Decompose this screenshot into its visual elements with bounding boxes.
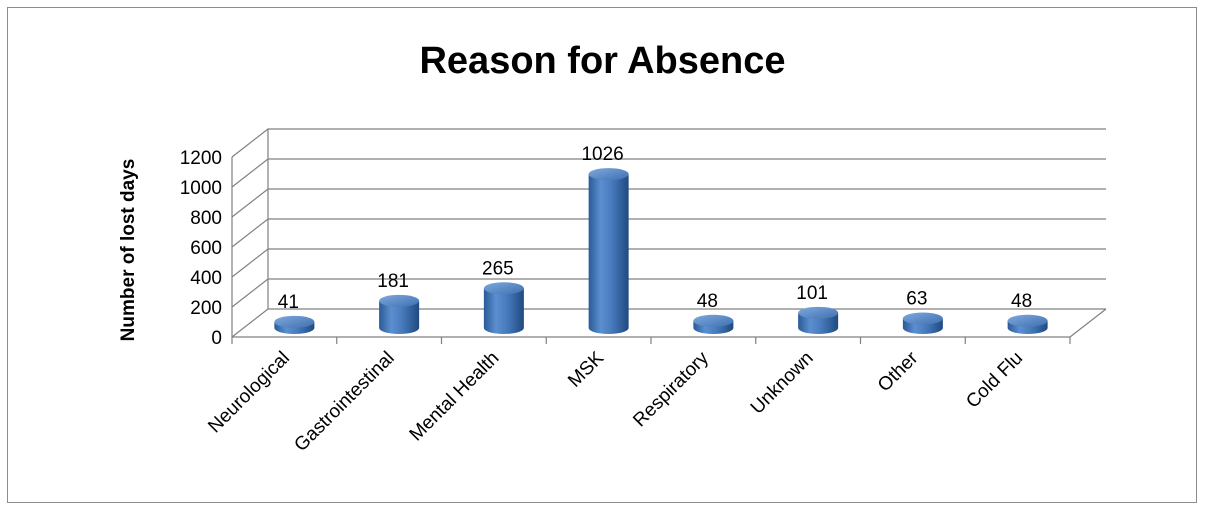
bar-top	[379, 294, 420, 307]
y-tick-label: 400	[190, 268, 222, 289]
x-tick-label: Mental Health	[406, 348, 504, 446]
gridline	[231, 188, 1106, 218]
x-tick-label: Cold Flu	[962, 348, 1027, 413]
y-tick-label: 800	[190, 208, 222, 229]
floor-edge	[1069, 308, 1107, 338]
y-tick-label: 1000	[180, 178, 222, 199]
bar-top	[274, 315, 315, 328]
bar	[798, 306, 839, 334]
bar-top	[483, 282, 524, 295]
bar	[588, 168, 629, 334]
data-label: 48	[1011, 291, 1032, 312]
x-tick-label: Gastrointestinal	[290, 348, 398, 456]
gridline	[231, 308, 1106, 338]
data-label: 265	[482, 258, 514, 279]
gridline	[231, 218, 1106, 248]
data-labels: 41 181 265 1026 48 101 63 48	[278, 144, 1032, 313]
gridlines	[231, 128, 1106, 338]
bar-body	[379, 300, 420, 334]
x-tick-label: Other	[874, 347, 923, 396]
bar	[483, 282, 524, 334]
bar-top	[588, 168, 629, 181]
bar	[902, 312, 943, 334]
data-label: 1026	[581, 144, 623, 165]
gridline	[231, 128, 1106, 158]
data-label: 101	[796, 283, 828, 304]
bar	[1007, 314, 1048, 334]
bar-top	[1007, 314, 1048, 327]
y-axis-label: Number of lost days	[118, 159, 139, 342]
axes: 0 200 400 600 800 1000 1200 NeurologicalGastroi…	[180, 129, 1107, 456]
x-tick-label: Neurological	[204, 348, 294, 438]
gridline	[231, 278, 1106, 308]
bars	[274, 168, 1048, 334]
data-label: 48	[697, 291, 718, 312]
bar-top	[693, 314, 734, 327]
bar	[274, 315, 315, 334]
data-label: 63	[906, 289, 927, 310]
gridline	[231, 248, 1106, 278]
bar-body	[588, 174, 629, 334]
data-label: 181	[377, 271, 409, 292]
y-tick-label: 200	[190, 298, 222, 319]
y-tick-label: 0	[211, 328, 222, 349]
bar	[693, 314, 734, 334]
x-tick-label: Respiratory	[629, 347, 713, 431]
bar-body	[798, 312, 839, 334]
x-tick-label: Unknown	[747, 348, 818, 419]
y-tick-label: 1200	[180, 148, 222, 169]
bar-top	[798, 306, 839, 319]
y-tick-label: 600	[190, 238, 222, 259]
bar	[379, 294, 420, 334]
chart-title: Reason for Absence	[419, 40, 786, 82]
x-tick-label: MSK	[564, 347, 608, 391]
gridline	[231, 158, 1106, 188]
bar-body	[483, 288, 524, 334]
data-label: 41	[278, 292, 299, 313]
bar-top	[902, 312, 943, 325]
